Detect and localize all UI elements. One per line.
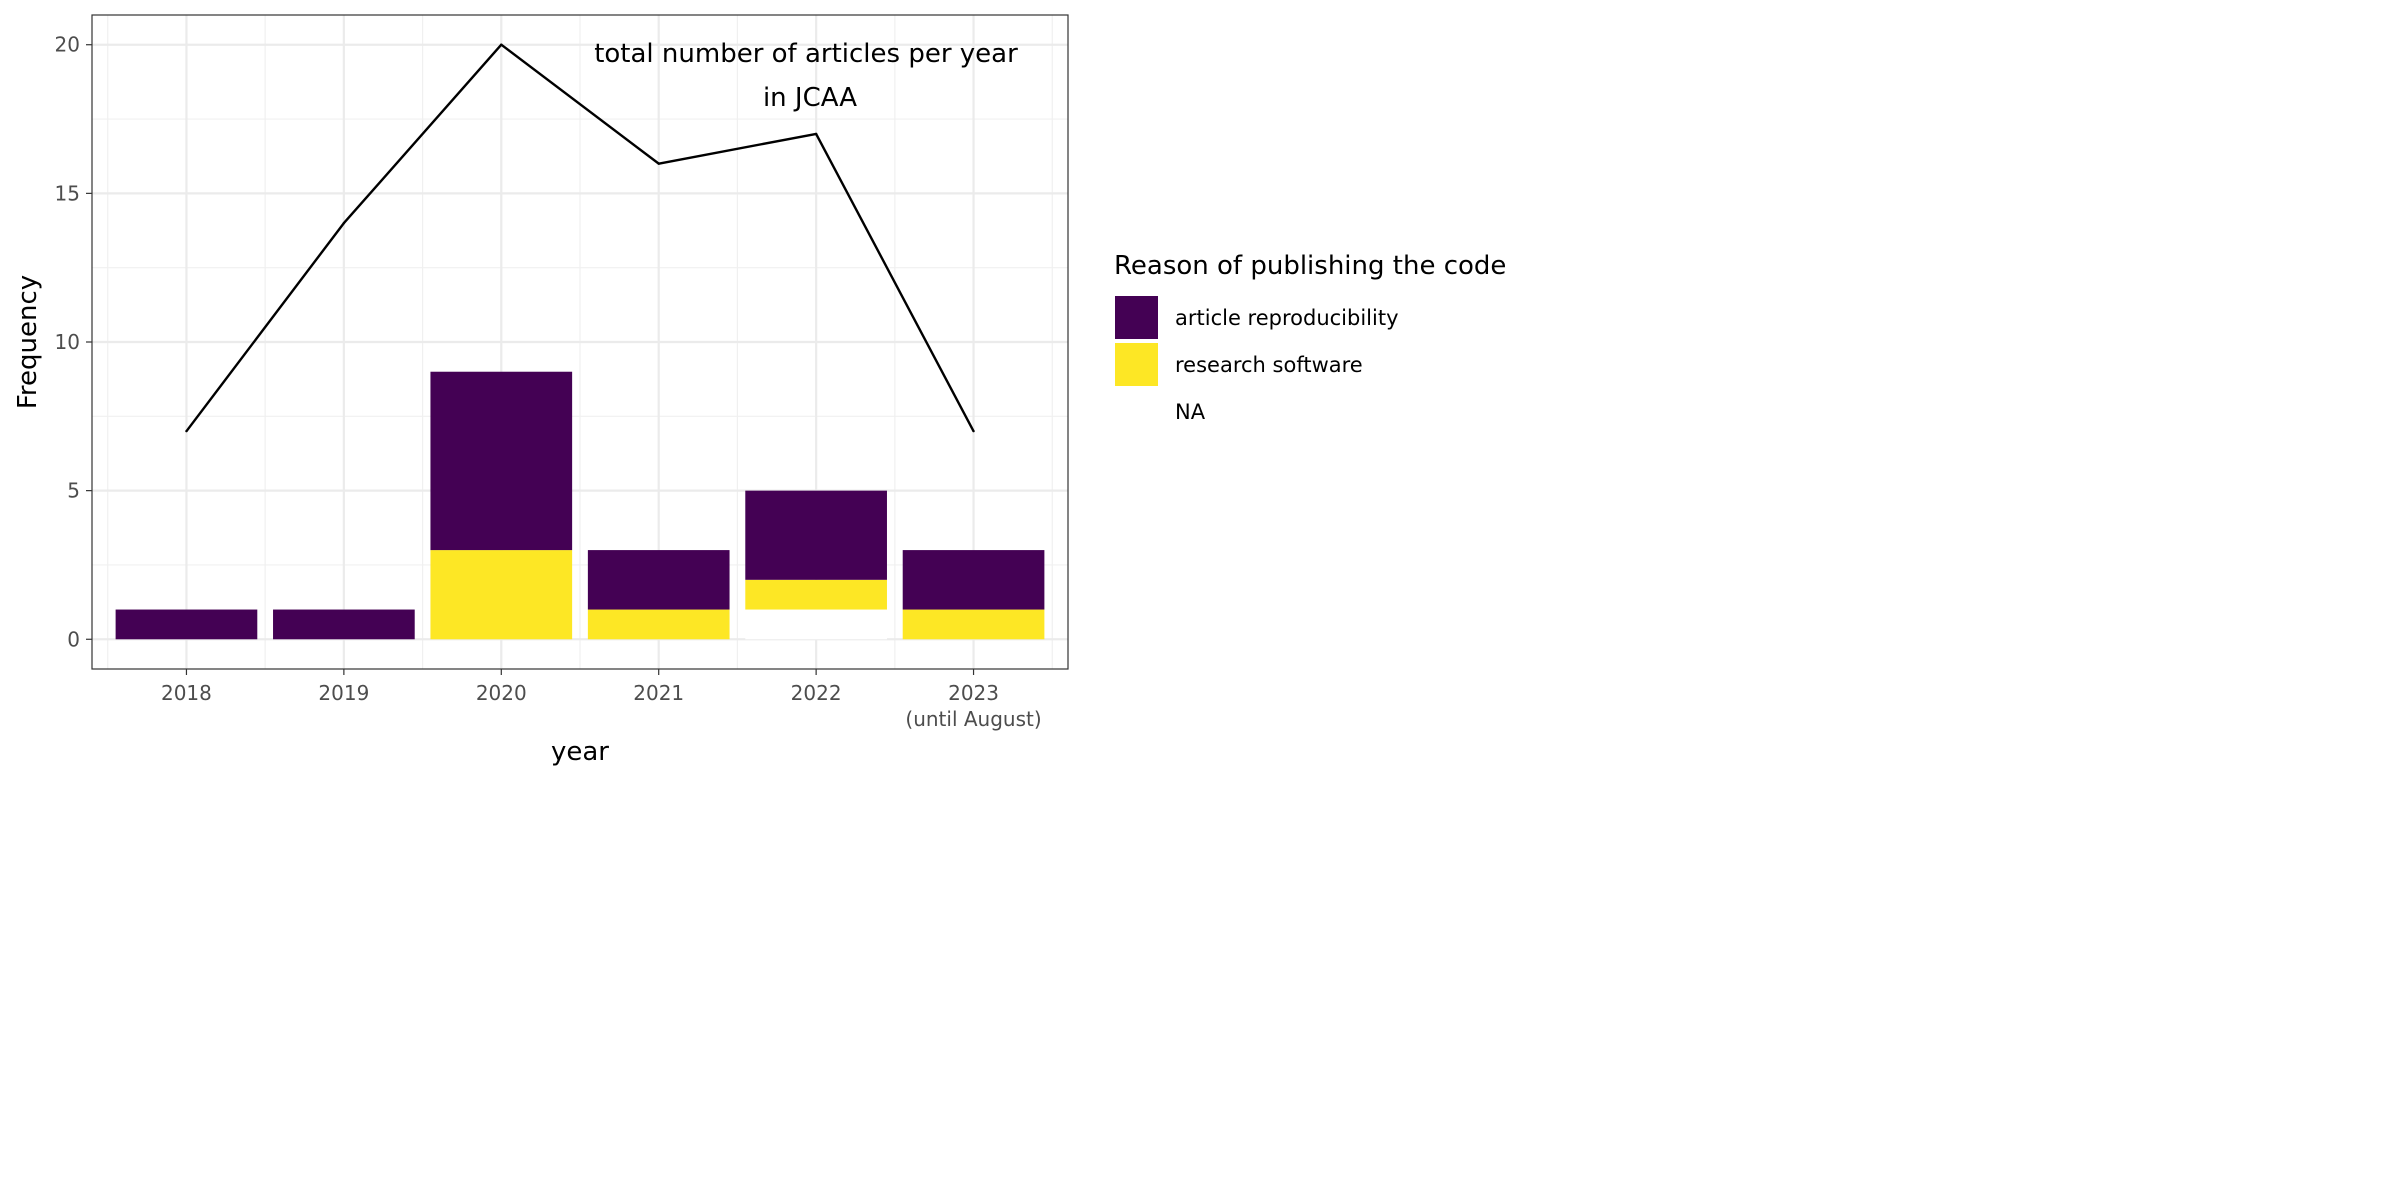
bar-2020-article-reproducibility xyxy=(430,371,573,551)
total-articles-point-2019 xyxy=(342,221,346,225)
x-axis-title: year xyxy=(551,737,609,767)
bar-2021-article-reproducibility xyxy=(587,550,730,610)
bar-2022-research-software xyxy=(745,579,887,610)
bar-2019-article-reproducibility xyxy=(273,609,415,640)
y-tick-label: 20 xyxy=(55,33,80,57)
total-articles-line xyxy=(185,43,975,432)
legend-key-na xyxy=(1115,390,1158,433)
legend-key-article-reproducibility xyxy=(1115,296,1158,339)
total-articles-point-2018 xyxy=(185,429,188,433)
total-articles-point-2021 xyxy=(657,162,660,165)
chart: 0 5 10 15 20 2018 2019 2020 2021 2022 2023(until … xyxy=(0,0,1552,776)
y-axis-title: Frequency xyxy=(13,275,43,409)
total-articles-point-2022 xyxy=(814,132,818,136)
bar-2021-research-software xyxy=(587,609,730,640)
y-axis: 0 5 10 15 20 xyxy=(55,33,92,651)
x-tick-label: 2019 xyxy=(318,681,369,705)
legend-label: article reproducibility xyxy=(1175,306,1399,330)
total-articles-point-2020 xyxy=(500,43,503,46)
x-tick-label: 2020 xyxy=(476,681,527,705)
y-tick-label: 5 xyxy=(67,479,80,503)
x-axis: 2018 2019 2020 2021 2022 2023(until August) xyxy=(161,669,1042,731)
total-line-layer xyxy=(185,43,975,433)
chart-background xyxy=(0,0,1552,776)
bars xyxy=(115,371,1045,640)
legend: Reason of publishing the code article re… xyxy=(1114,251,1506,433)
y-tick-label: 10 xyxy=(55,330,80,354)
legend-label: NA xyxy=(1175,400,1206,424)
line-annotation-line-1: total number of articles per year xyxy=(594,39,1018,69)
x-tick-sublabel: (until August) xyxy=(905,707,1041,731)
bar-2022-na xyxy=(745,609,887,640)
total-articles-point-2023 xyxy=(972,429,975,433)
x-tick-label: 2018 xyxy=(161,681,212,705)
bar-2020-research-software xyxy=(430,550,573,640)
x-tick-label: 2023 xyxy=(948,681,999,705)
bar-2022-article-reproducibility xyxy=(745,490,887,580)
y-tick-label: 0 xyxy=(67,627,80,651)
bar-2018-article-reproducibility xyxy=(115,609,258,640)
bar-2023-article-reproducibility xyxy=(902,550,1045,610)
x-tick-label: 2022 xyxy=(791,681,842,705)
x-tick-label: 2021 xyxy=(633,681,684,705)
line-annotation-line-2: in JCAA xyxy=(763,83,857,113)
legend-label: research software xyxy=(1175,353,1363,377)
legend-key-research-software xyxy=(1115,343,1158,386)
y-tick-label: 15 xyxy=(55,181,80,205)
legend-title: Reason of publishing the code xyxy=(1114,251,1506,281)
bar-2023-research-software xyxy=(902,609,1045,640)
